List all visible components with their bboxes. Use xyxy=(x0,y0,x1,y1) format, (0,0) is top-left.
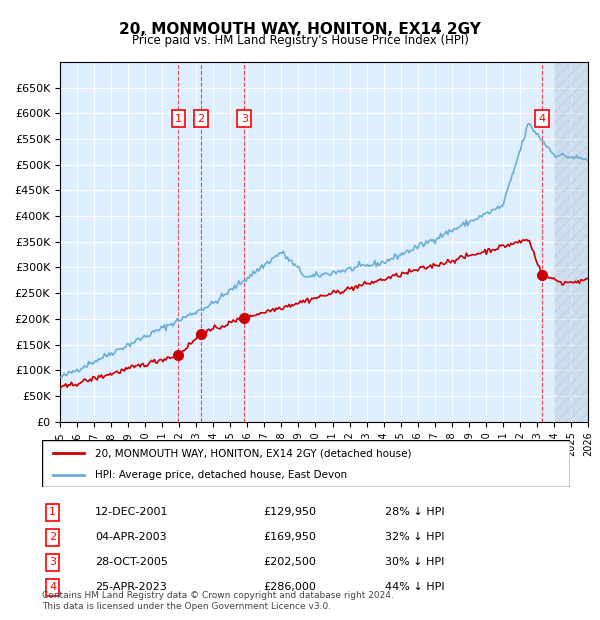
Text: 28% ↓ HPI: 28% ↓ HPI xyxy=(385,507,445,518)
Text: 44% ↓ HPI: 44% ↓ HPI xyxy=(385,582,445,592)
Text: 25-APR-2023: 25-APR-2023 xyxy=(95,582,167,592)
Text: £286,000: £286,000 xyxy=(264,582,317,592)
Text: 12-DEC-2001: 12-DEC-2001 xyxy=(95,507,168,518)
Text: 20, MONMOUTH WAY, HONITON, EX14 2GY: 20, MONMOUTH WAY, HONITON, EX14 2GY xyxy=(119,22,481,37)
Text: £202,500: £202,500 xyxy=(264,557,317,567)
Text: 30% ↓ HPI: 30% ↓ HPI xyxy=(385,557,445,567)
Text: 2: 2 xyxy=(197,113,204,123)
Text: £169,950: £169,950 xyxy=(264,533,317,542)
Text: Price paid vs. HM Land Registry's House Price Index (HPI): Price paid vs. HM Land Registry's House … xyxy=(131,34,469,47)
Text: 28-OCT-2005: 28-OCT-2005 xyxy=(95,557,167,567)
Text: 4: 4 xyxy=(49,582,56,592)
Text: 2: 2 xyxy=(49,533,56,542)
Text: 04-APR-2003: 04-APR-2003 xyxy=(95,533,166,542)
Text: 1: 1 xyxy=(175,113,182,123)
Text: 3: 3 xyxy=(49,557,56,567)
FancyBboxPatch shape xyxy=(42,440,570,487)
Text: £129,950: £129,950 xyxy=(264,507,317,518)
Text: 1: 1 xyxy=(49,507,56,518)
Bar xyxy=(554,62,588,422)
Text: Contains HM Land Registry data © Crown copyright and database right 2024.
This d: Contains HM Land Registry data © Crown c… xyxy=(42,591,394,611)
Text: HPI: Average price, detached house, East Devon: HPI: Average price, detached house, East… xyxy=(95,470,347,480)
Text: 32% ↓ HPI: 32% ↓ HPI xyxy=(385,533,445,542)
Text: 20, MONMOUTH WAY, HONITON, EX14 2GY (detached house): 20, MONMOUTH WAY, HONITON, EX14 2GY (det… xyxy=(95,448,412,458)
Text: 3: 3 xyxy=(241,113,248,123)
Text: 4: 4 xyxy=(539,113,546,123)
